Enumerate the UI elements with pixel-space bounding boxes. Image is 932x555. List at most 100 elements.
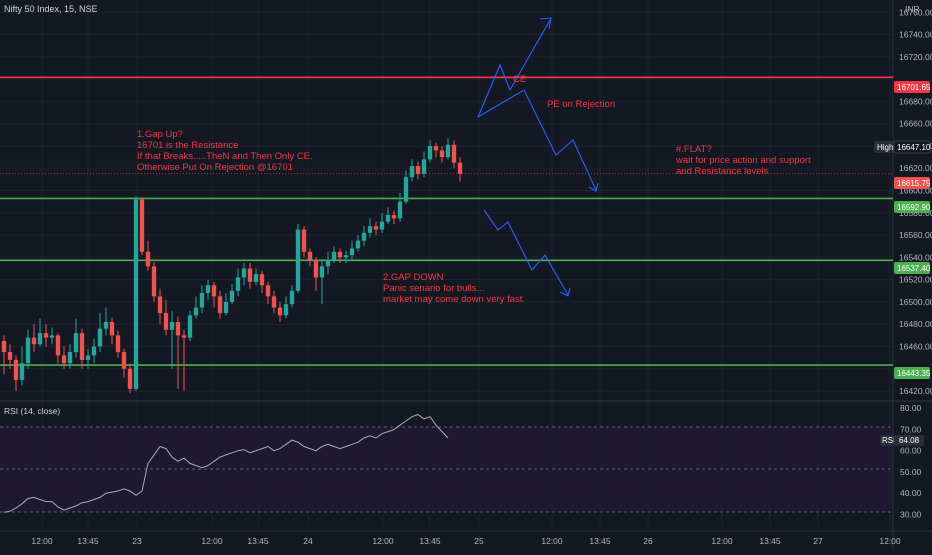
projection-arrows[interactable] <box>477 17 599 297</box>
candle-body <box>145 251 151 267</box>
candle-body <box>121 352 127 369</box>
candle-body <box>151 266 157 297</box>
ce-label: CE <box>513 74 526 85</box>
rsi-label-text: RSI <box>882 436 895 445</box>
rsi-line <box>3 414 449 513</box>
candle-body <box>373 226 379 230</box>
candle-body <box>313 259 319 278</box>
rsi-title[interactable]: RSI (14, close) <box>4 406 60 416</box>
pe-rejection-label: PE on Rejection <box>547 99 615 110</box>
candle-body <box>319 266 325 278</box>
candle-body <box>157 296 163 314</box>
gap-up-line-2: 16701 is the Resistance <box>137 140 238 151</box>
rsi-label-tag <box>880 435 894 446</box>
resistance-tag <box>894 81 930 93</box>
time-tick-label: 12:00 <box>31 536 53 546</box>
rsi-value-tag <box>894 435 924 446</box>
flat-line-2: wait for price action and support <box>675 155 811 166</box>
support2-tag <box>894 262 930 274</box>
candle-body <box>235 277 241 291</box>
candle-body <box>403 177 409 202</box>
price-tick-label: 16460.00 <box>899 342 932 352</box>
candle-body <box>37 333 43 345</box>
gap-down-arrow-head <box>559 287 571 297</box>
candle-body <box>193 307 199 316</box>
flat-line-3: and Resistance levels <box>676 166 769 177</box>
time-tick-label: 23 <box>132 536 142 546</box>
price-tick-label: 16760.00 <box>899 7 932 17</box>
candle-body <box>169 322 175 330</box>
candle-body <box>445 144 451 158</box>
high-label-tag <box>874 141 894 153</box>
candle-body <box>229 290 235 302</box>
time-tick-label: 12:00 <box>711 536 733 546</box>
candle-body <box>361 232 367 241</box>
candle-body <box>13 359 19 380</box>
price-pane[interactable] <box>0 0 893 400</box>
ce-arrow-head <box>539 17 552 30</box>
candle-body <box>331 251 337 260</box>
candle-body <box>439 150 445 158</box>
candle-body <box>355 240 361 249</box>
candle-body <box>253 274 259 282</box>
candle-body <box>133 199 139 389</box>
candle-body <box>325 259 331 267</box>
candle-body <box>289 290 295 305</box>
candle-body <box>211 285 217 297</box>
high-value-tag <box>893 140 931 154</box>
time-tick-label: 12:00 <box>879 536 901 546</box>
price-tick-label: 16680.00 <box>899 96 932 106</box>
pe-rejection-arrow-head <box>588 182 599 192</box>
price-tick-label: 16520.00 <box>899 275 932 285</box>
candle-body <box>295 229 301 291</box>
rsi-value-text: 64.08 <box>899 436 920 445</box>
price-tick-label: 16720.00 <box>899 52 932 62</box>
candle-body <box>61 355 67 364</box>
candle-body <box>427 145 433 160</box>
price-tick-label: 16740.00 <box>899 30 932 40</box>
gap-up-line-1: 1.Gap Up? <box>137 129 183 140</box>
candle-body <box>103 322 109 329</box>
price-tick-label: 16660.00 <box>899 119 932 129</box>
support1-tag <box>894 201 930 213</box>
candle-body <box>349 248 355 256</box>
candle-body <box>187 315 193 338</box>
horizontal-levels <box>0 76 893 366</box>
time-tick-label: 13:45 <box>247 536 269 546</box>
annotations: CE PE on Rejection 1.Gap Up? 16701 is th… <box>137 74 811 305</box>
candle-body <box>457 162 463 174</box>
candle-body <box>7 352 13 360</box>
rsi-tick-label: 80.00 <box>900 403 922 413</box>
candle-body <box>97 328 103 347</box>
symbol-title[interactable]: Nifty 50 Index, 15, NSE <box>4 4 98 14</box>
candle-body <box>43 333 49 338</box>
gap-up-line-4: Otherwise Put On Rejection @16701 <box>137 162 293 173</box>
candle-body <box>433 145 439 151</box>
rsi-tick-label: 40.00 <box>900 488 922 498</box>
candle-body <box>247 268 253 282</box>
gap-down-line-2: Panic senario for bulls... <box>383 283 484 294</box>
rsi-axis[interactable]: 80.00 70.00 60.00 50.00 40.00 30.00 <box>900 403 922 519</box>
candle-body <box>25 337 31 364</box>
price-tick-label: 16500.00 <box>899 297 932 307</box>
support3-tag <box>894 367 930 379</box>
candle-body <box>67 352 73 364</box>
gap-down-line-3: market may come down very fast. <box>383 294 525 305</box>
candle-body <box>271 296 277 308</box>
time-tick-label: 12:00 <box>201 536 223 546</box>
time-tick-label: 13:45 <box>589 536 611 546</box>
time-tick-label: 12:00 <box>541 536 563 546</box>
candle-body <box>85 355 91 360</box>
candle-body <box>259 274 265 286</box>
candle-body <box>79 333 85 360</box>
time-tick-label: 26 <box>643 536 653 546</box>
time-tick-label: 25 <box>474 536 484 546</box>
candle-body <box>223 301 229 314</box>
time-axis[interactable]: 12:00 13:45 23 12:00 13:45 24 12:00 13:45 25 12:0… <box>31 536 901 546</box>
candle-body <box>241 268 247 278</box>
pe-rejection-arrow <box>477 89 597 191</box>
candle-body <box>265 285 271 297</box>
rsi-tick-label: 70.00 <box>900 424 922 434</box>
